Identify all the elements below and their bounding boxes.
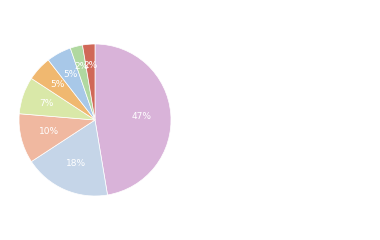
Wedge shape — [82, 44, 95, 120]
Text: 5%: 5% — [63, 70, 78, 79]
Wedge shape — [32, 60, 95, 120]
Wedge shape — [95, 44, 171, 195]
Wedge shape — [32, 120, 108, 196]
Wedge shape — [70, 45, 95, 120]
Text: 10%: 10% — [39, 127, 59, 136]
Text: 2%: 2% — [74, 62, 89, 72]
Wedge shape — [19, 114, 95, 162]
Text: 47%: 47% — [132, 112, 152, 121]
Wedge shape — [19, 78, 95, 120]
Text: 2%: 2% — [83, 61, 98, 70]
Text: 5%: 5% — [50, 80, 64, 90]
Wedge shape — [48, 48, 95, 120]
Text: 18%: 18% — [66, 159, 86, 168]
Legend: Mined from GenBank, NCBI [18], Guangdong Provincial Hospital
of Chinese Medicine: Mined from GenBank, NCBI [18], Guangdong… — [190, 39, 336, 201]
Text: 7%: 7% — [39, 99, 53, 108]
